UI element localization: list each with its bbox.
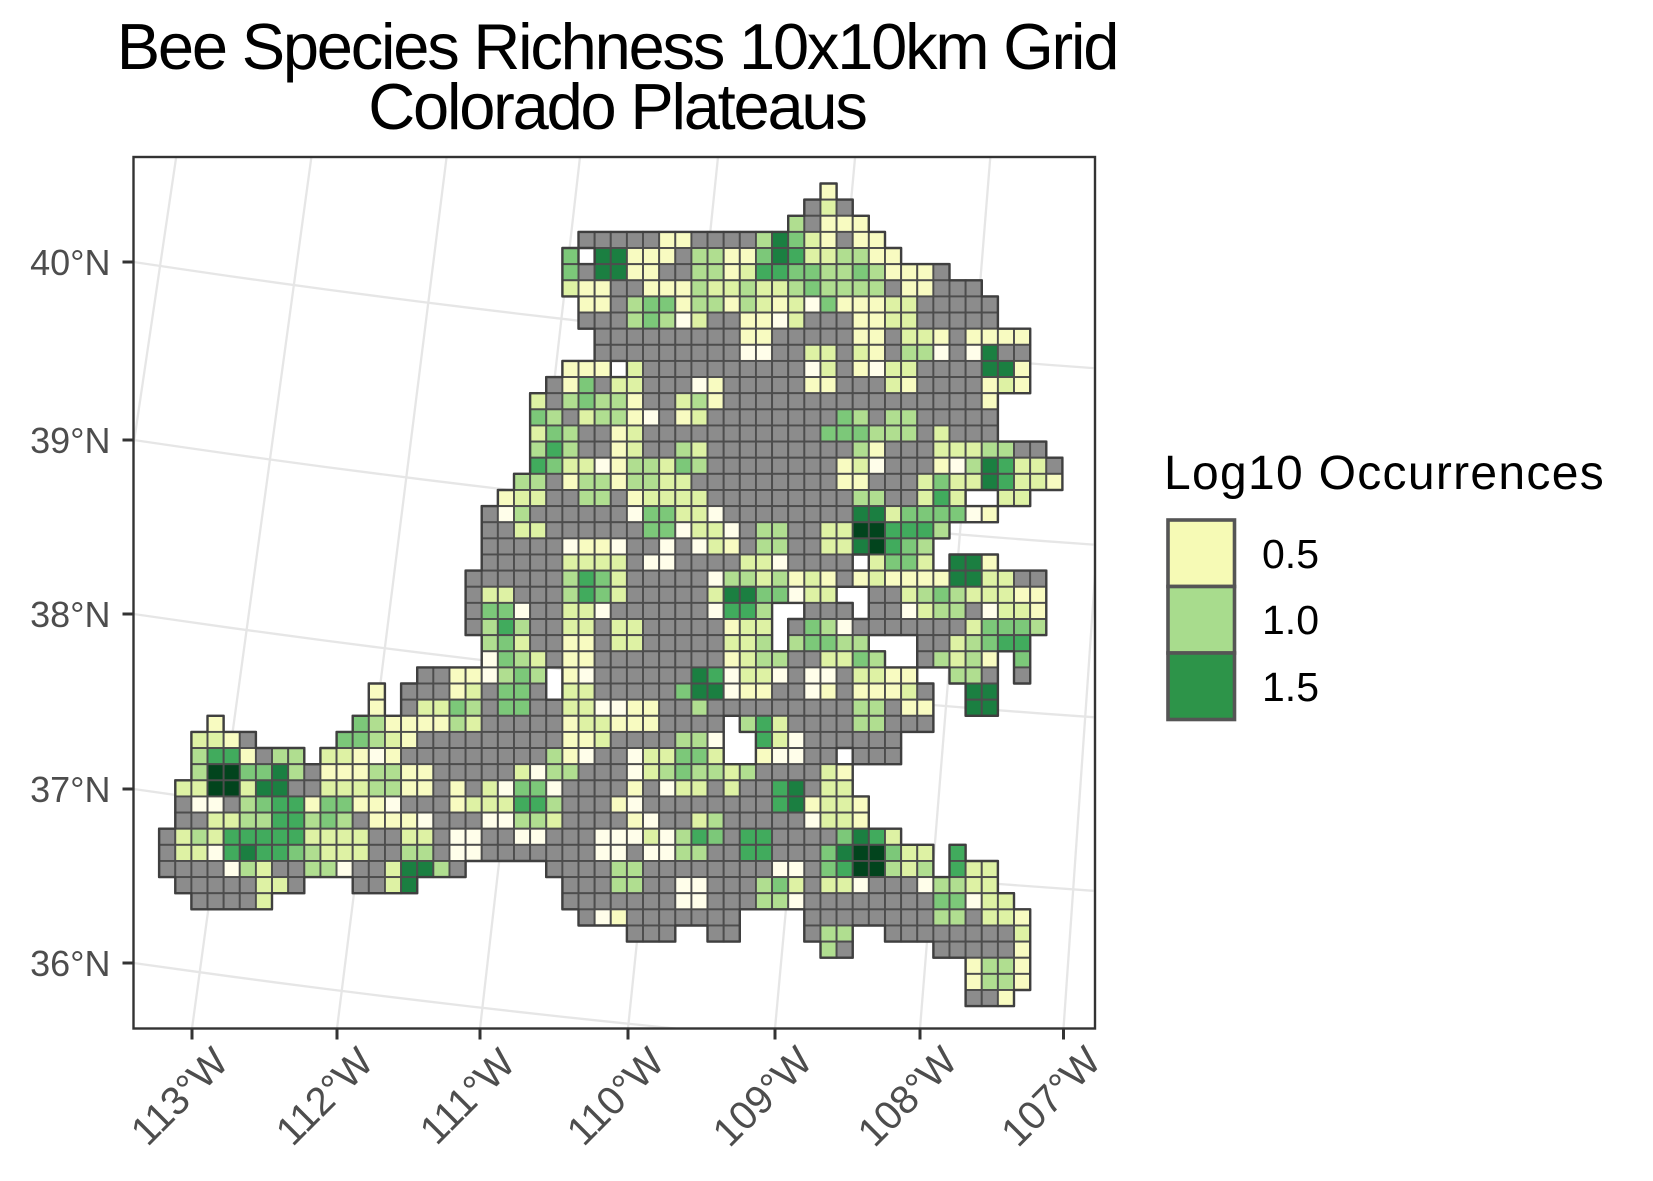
- svg-text:0.5: 0.5: [1262, 531, 1319, 577]
- svg-text:Bee Species Richness 10x10km G: Bee Species Richness 10x10km Grid: [117, 10, 1117, 83]
- svg-text:38°N: 38°N: [30, 594, 110, 635]
- svg-text:39°N: 39°N: [30, 420, 110, 461]
- svg-text:1.0: 1.0: [1262, 597, 1319, 643]
- svg-text:40°N: 40°N: [30, 242, 110, 283]
- svg-text:36°N: 36°N: [30, 943, 110, 984]
- svg-text:Log10 Occurrences: Log10 Occurrences: [1164, 447, 1605, 500]
- svg-text:37°N: 37°N: [30, 769, 110, 810]
- svg-text:1.5: 1.5: [1262, 664, 1319, 710]
- svg-text:Colorado Plateaus: Colorado Plateaus: [368, 70, 866, 143]
